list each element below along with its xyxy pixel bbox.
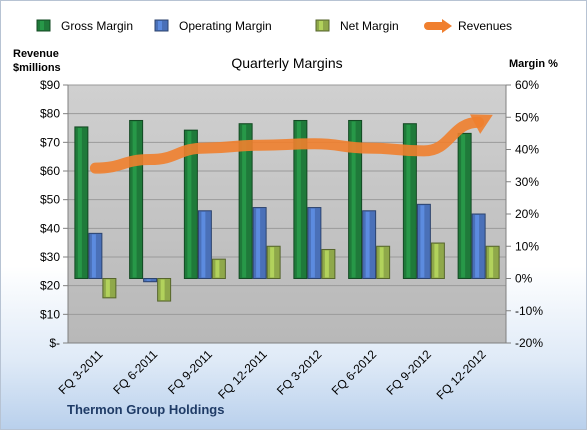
legend: Gross Margin Operating Margin Net Margin Re… <box>36 19 512 33</box>
bar-highlight <box>270 247 275 278</box>
bar-highlight <box>91 234 96 278</box>
right-tick-label: 40% <box>515 143 539 157</box>
x-tick-label: FQ 3-2012 <box>274 347 325 398</box>
bar-highlight <box>146 279 151 281</box>
right-tick-label: 20% <box>515 207 539 221</box>
bar-highlight <box>256 208 261 278</box>
legend-arrow-revenues <box>442 19 452 33</box>
legend-label-revenues: Revenues <box>458 19 512 33</box>
right-tick-label: 60% <box>515 78 539 92</box>
bar-highlight <box>105 279 110 297</box>
left-tick-label: $60 <box>40 164 60 178</box>
x-tick-label: FQ 3-2011 <box>56 347 106 397</box>
legend-label-net-margin: Net Margin <box>340 19 399 33</box>
legend-swatch-highlight <box>40 21 44 30</box>
bar-highlight <box>475 215 480 278</box>
bar-highlight <box>310 208 315 278</box>
right-tick-label: 30% <box>515 175 539 189</box>
bar-highlight <box>132 121 137 278</box>
legend-label-gross-margin: Gross Margin <box>61 19 133 33</box>
right-tick-label: -10% <box>515 304 543 318</box>
right-axis-title: Margin % <box>509 58 558 70</box>
right-tick-label: 0% <box>515 272 533 286</box>
bar-highlight <box>406 124 411 278</box>
bar-highlight <box>187 131 192 278</box>
left-tick-label: $80 <box>40 107 60 121</box>
x-tick-label: FQ 9-2011 <box>165 347 215 397</box>
revenues-line <box>89 116 485 174</box>
left-tick-label: $10 <box>40 307 60 321</box>
bar-highlight <box>201 211 206 278</box>
bar-highlight <box>489 247 494 278</box>
chart-title: Quarterly Margins <box>231 55 342 71</box>
bar-highlight <box>324 250 329 278</box>
left-axis-title-unit: $millions <box>13 62 61 74</box>
bar-highlight <box>420 205 425 278</box>
revenues-arrowhead <box>469 114 493 134</box>
bar-highlight <box>434 244 439 278</box>
left-tick-label: $70 <box>40 135 60 149</box>
left-tick-label: $90 <box>40 78 60 92</box>
left-tick-label: $30 <box>40 250 60 264</box>
bar-highlight <box>461 134 466 278</box>
right-tick-label: 10% <box>515 239 539 253</box>
x-tick-label: FQ 6-2012 <box>329 347 380 398</box>
x-tick-label: FQ 12-2012 <box>434 347 489 402</box>
bar-highlight <box>160 279 165 301</box>
left-tick-label: $50 <box>40 193 60 207</box>
left-axis-title: Revenue <box>13 48 59 60</box>
legend-swatch-highlight <box>158 21 162 30</box>
x-tick-label: FQ 9-2012 <box>384 347 435 398</box>
legend-label-operating-margin: Operating Margin <box>179 19 272 33</box>
bar-highlight <box>351 121 356 278</box>
left-tick-label: $20 <box>40 279 60 293</box>
bar-highlight <box>365 211 370 278</box>
bar-highlight <box>379 247 384 278</box>
bar-highlight <box>77 127 82 278</box>
footer-caption: Thermon Group Holdings <box>67 402 224 417</box>
left-tick-label: $40 <box>40 221 60 235</box>
x-tick-label: FQ 12-2011 <box>215 347 270 402</box>
legend-swatch-highlight <box>319 21 323 30</box>
right-tick-label: -20% <box>515 336 543 350</box>
x-tick-label: FQ 6-2011 <box>110 347 160 397</box>
left-tick-label: $- <box>49 336 60 350</box>
bar-highlight <box>296 121 301 278</box>
bar-highlight <box>242 124 247 278</box>
right-tick-label: 50% <box>515 110 539 124</box>
bar-highlight <box>215 260 220 278</box>
